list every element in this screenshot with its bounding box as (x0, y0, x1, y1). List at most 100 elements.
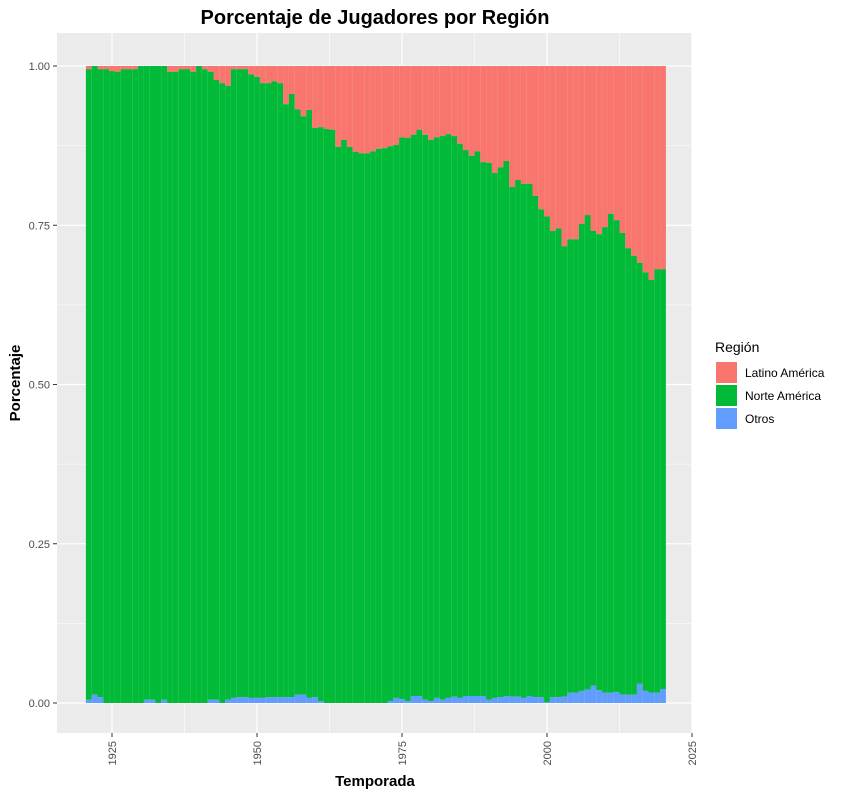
bar-latino-america-1925 (109, 66, 115, 72)
x-tick-label: 2025 (687, 741, 699, 765)
bar-latino-america-1992 (497, 66, 504, 168)
bar-norte-america-2016 (636, 262, 643, 684)
bar-norte-america-1930 (138, 66, 144, 703)
bar-otros-1958 (300, 694, 307, 703)
bar-latino-america-2017 (642, 66, 649, 273)
y-tick-label: 0.75 (29, 220, 50, 232)
bar-norte-america-1970 (370, 151, 376, 703)
y-axis-title: Porcentaje (7, 345, 24, 422)
legend-label: Otros (745, 412, 774, 426)
bar-norte-america-1971 (375, 148, 382, 703)
bar-latino-america-1946 (230, 66, 237, 70)
bar-latino-america-1927 (120, 66, 127, 70)
bar-latino-america-1929 (132, 66, 139, 70)
bars (85, 66, 666, 704)
legend-label: Norte América (745, 389, 821, 403)
bar-norte-america-1938 (184, 69, 191, 703)
bar-latino-america-2011 (607, 66, 614, 214)
bar-otros-1923 (97, 697, 104, 703)
bar-latino-america-1924 (103, 66, 110, 70)
bar-norte-america-1972 (381, 148, 388, 704)
bar-norte-america-1958 (300, 116, 307, 695)
bar-norte-america-1969 (364, 153, 371, 704)
bar-norte-america-1960 (312, 127, 318, 698)
bar-norte-america-1976 (404, 137, 411, 702)
bar-otros-1982 (439, 699, 446, 703)
bar-norte-america-1989 (480, 162, 487, 696)
x-axis-title: Temporada (335, 773, 415, 790)
bar-norte-america-1974 (393, 144, 400, 698)
bar-latino-america-1962 (323, 66, 330, 130)
bar-otros-2009 (596, 690, 603, 703)
bar-latino-america-1953 (271, 66, 278, 82)
bar-norte-america-2009 (596, 234, 603, 691)
bar-norte-america-1999 (538, 209, 545, 698)
bar-otros-2007 (584, 689, 591, 703)
x-tick-label: 1975 (397, 741, 409, 765)
bar-norte-america-1973 (387, 146, 394, 702)
bar-latino-america-2020 (660, 66, 666, 270)
bar-latino-america-1957 (294, 66, 301, 110)
bar-latino-america-2009 (596, 66, 603, 235)
bar-latino-america-1961 (317, 66, 324, 128)
legend-swatch-latino-américa (716, 362, 737, 383)
bar-otros-1975 (399, 699, 405, 703)
bar-norte-america-1935 (167, 71, 173, 703)
bar-otros-1934 (161, 699, 168, 703)
bar-norte-america-2014 (625, 248, 632, 695)
legend-swatch-otros (716, 408, 737, 429)
bar-norte-america-1959 (306, 109, 313, 698)
bar-otros-2008 (590, 685, 597, 703)
bar-norte-america-1979 (422, 134, 429, 700)
bar-otros-2010 (602, 692, 608, 703)
bar-latino-america-1988 (474, 66, 481, 152)
bar-otros-1921 (85, 699, 92, 703)
bar-latino-america-1971 (375, 66, 382, 149)
bar-otros-1945 (225, 699, 231, 703)
bar-otros-1981 (433, 697, 440, 703)
bar-latino-america-2015 (631, 66, 637, 256)
bar-latino-america-1921 (85, 66, 92, 70)
bar-norte-america-1975 (399, 137, 405, 700)
bar-latino-america-2008 (590, 66, 597, 231)
bar-norte-america-1998 (532, 195, 539, 698)
bar-norte-america-1964 (335, 146, 342, 704)
bar-otros-1990 (486, 699, 492, 703)
bar-otros-2015 (631, 694, 637, 703)
bar-latino-america-1997 (526, 66, 533, 184)
bar-otros-1952 (265, 697, 272, 703)
bar-latino-america-1963 (329, 66, 336, 130)
bar-latino-america-1955 (283, 66, 289, 105)
bar-norte-america-1922 (91, 66, 98, 695)
bar-latino-america-2019 (654, 66, 661, 270)
bar-otros-2000 (544, 702, 550, 703)
bar-otros-2002 (555, 697, 562, 703)
bar-otros-2013 (619, 694, 626, 703)
legend-label: Latino América (745, 366, 825, 380)
bar-otros-1987 (468, 695, 475, 703)
bar-norte-america-2010 (602, 227, 608, 693)
bar-norte-america-1990 (486, 162, 492, 700)
bar-otros-1956 (288, 697, 295, 703)
bar-norte-america-1986 (462, 150, 469, 696)
bar-otros-1959 (306, 697, 313, 703)
legend: Región Latino América Norte América Otros (715, 339, 825, 429)
y-tick-label: 1.00 (29, 61, 50, 73)
bar-latino-america-1970 (370, 66, 376, 152)
bar-latino-america-1939 (190, 66, 197, 72)
bar-latino-america-1968 (358, 66, 365, 154)
bar-norte-america-1939 (190, 71, 197, 703)
x-tick-label: 1950 (252, 741, 264, 765)
bar-latino-america-1969 (364, 66, 371, 154)
bar-latino-america-1944 (219, 66, 226, 84)
bar-latino-america-2007 (584, 66, 591, 216)
bar-otros-1954 (277, 697, 284, 703)
bar-latino-america-1936 (172, 66, 179, 72)
bar-norte-america-1950 (254, 76, 260, 698)
bar-otros-1960 (312, 697, 318, 703)
bar-norte-america-1942 (207, 71, 214, 700)
bar-latino-america-1972 (381, 66, 388, 149)
bar-norte-america-1980 (428, 139, 434, 702)
bar-norte-america-1921 (85, 69, 92, 700)
